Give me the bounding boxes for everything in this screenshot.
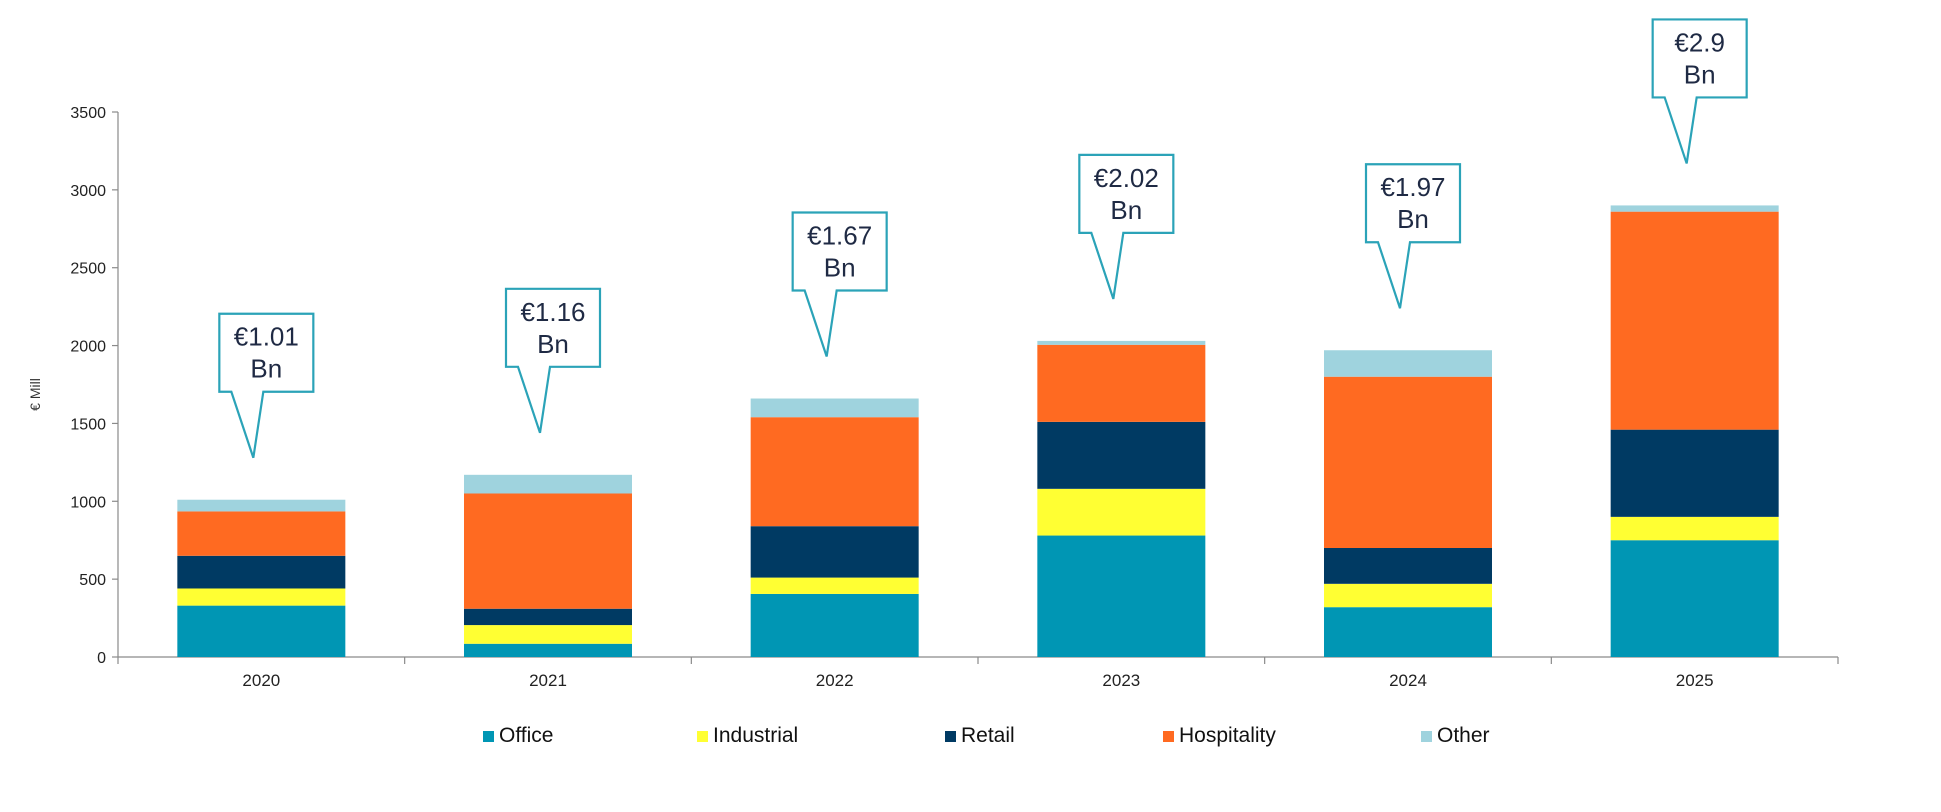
callout-value-2024: €1.97 — [1380, 172, 1445, 202]
bar-segment-retail-2024 — [1324, 548, 1492, 584]
bar-segment-hospitality-2025 — [1610, 211, 1779, 430]
bar-segment-other-2025 — [1610, 205, 1779, 212]
legend-swatch-office — [483, 731, 494, 742]
callout-box-2024 — [1364, 163, 1462, 309]
y-axis-title: € Mill — [27, 378, 43, 411]
bar-segment-office-2021 — [464, 643, 632, 657]
y-tick-label: 2500 — [70, 261, 106, 278]
bar-segment-other-2023 — [1037, 340, 1206, 345]
y-tick-label: 2000 — [70, 339, 106, 356]
bar-segment-retail-2023 — [1037, 421, 1206, 489]
y-tick-label: 500 — [79, 572, 106, 589]
bar-segment-hospitality-2022 — [750, 417, 919, 527]
y-tick-label: 1000 — [70, 494, 106, 511]
x-tick-label: 2024 — [1389, 671, 1427, 690]
bar-segment-office-2023 — [1037, 535, 1206, 657]
bar-segment-industrial-2025 — [1610, 516, 1779, 541]
bar-segment-industrial-2020 — [177, 588, 346, 606]
callout-value-2025: €2.9 — [1674, 27, 1725, 57]
callout-box-2022 — [791, 211, 888, 357]
y-tick-label: 3500 — [70, 105, 106, 122]
y-tick-label: 1500 — [70, 416, 106, 433]
bar-segment-retail-2020 — [177, 555, 346, 589]
callout-unit-2020: Bn — [250, 354, 282, 384]
bar-segment-industrial-2023 — [1037, 488, 1206, 536]
legend-label-retail: Retail — [961, 724, 1015, 747]
bar-segment-hospitality-2020 — [177, 511, 346, 556]
callout-unit-2021: Bn — [537, 329, 569, 359]
legend-swatch-hospitality — [1163, 731, 1174, 742]
bar-segment-office-2020 — [177, 605, 346, 657]
bar-segment-hospitality-2023 — [1037, 344, 1206, 422]
x-tick-label: 2022 — [816, 671, 854, 690]
callout-value-2022: €1.67 — [807, 221, 872, 251]
callout-box-2021 — [504, 287, 602, 434]
callout-box-2020 — [218, 312, 315, 459]
callout-box-2025 — [1651, 18, 1748, 164]
callout-unit-2025: Bn — [1684, 59, 1716, 89]
bar-segment-other-2021 — [464, 474, 632, 494]
legend-label-other: Other — [1437, 724, 1490, 747]
callout-unit-2024: Bn — [1397, 204, 1429, 234]
y-tick-label: 0 — [97, 650, 106, 667]
bar-segment-office-2024 — [1324, 607, 1492, 657]
x-tick-label: 2020 — [242, 671, 280, 690]
callout-value-2023: €2.02 — [1094, 163, 1159, 193]
bar-segment-hospitality-2024 — [1324, 376, 1492, 548]
callout-unit-2023: Bn — [1110, 195, 1142, 225]
bar-segment-industrial-2022 — [750, 577, 919, 594]
x-tick-label: 2023 — [1102, 671, 1140, 690]
legend-label-hospitality: Hospitality — [1179, 724, 1276, 747]
legend-swatch-industrial — [697, 731, 708, 742]
callout-unit-2022: Bn — [824, 253, 856, 283]
legend-swatch-retail — [945, 731, 956, 742]
legend-swatch-other — [1421, 731, 1432, 742]
bar-segment-retail-2025 — [1610, 429, 1779, 517]
bar-segment-hospitality-2021 — [464, 493, 632, 609]
bar-segment-retail-2021 — [464, 608, 632, 626]
bar-segment-other-2024 — [1324, 350, 1492, 377]
x-tick-label: 2025 — [1676, 671, 1714, 690]
y-tick-label: 3000 — [70, 183, 106, 200]
bar-segment-industrial-2021 — [464, 625, 632, 644]
callout-value-2021: €1.16 — [520, 297, 585, 327]
bar-segment-industrial-2024 — [1324, 583, 1492, 608]
callout-box-2023 — [1078, 153, 1175, 300]
callout-value-2020: €1.01 — [234, 322, 299, 352]
bar-segment-office-2022 — [750, 593, 919, 657]
legend-label-office: Office — [499, 724, 553, 747]
bar-segment-other-2022 — [750, 398, 919, 418]
x-tick-label: 2021 — [529, 671, 567, 690]
bar-segment-other-2020 — [177, 499, 346, 512]
legend-label-industrial: Industrial — [713, 724, 798, 747]
bar-segment-retail-2022 — [750, 526, 919, 578]
bar-segment-office-2025 — [1610, 540, 1779, 657]
